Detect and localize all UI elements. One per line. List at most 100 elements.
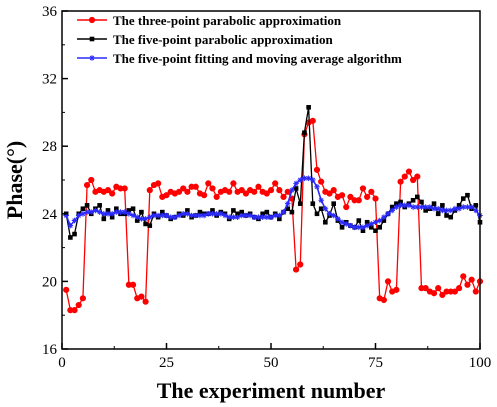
data-point	[331, 201, 336, 206]
data-point	[297, 261, 304, 268]
data-point	[201, 192, 208, 199]
data-point	[163, 192, 170, 199]
data-point	[231, 208, 236, 213]
data-point	[71, 307, 78, 314]
data-point	[213, 211, 220, 217]
data-point	[180, 211, 187, 217]
data-point	[372, 219, 379, 226]
data-point	[401, 173, 408, 180]
legend-label: The five-point fitting and moving averag…	[113, 51, 402, 66]
data-point	[88, 209, 95, 215]
data-point	[238, 212, 245, 219]
data-point	[364, 193, 371, 200]
data-point	[142, 298, 149, 305]
data-point	[197, 212, 203, 219]
data-point	[473, 203, 479, 208]
data-point	[259, 214, 266, 220]
data-point	[393, 286, 400, 293]
data-point	[423, 208, 428, 213]
data-point	[109, 214, 115, 220]
data-point	[113, 209, 120, 215]
data-point	[435, 285, 442, 292]
data-point	[226, 214, 232, 220]
data-point	[84, 203, 90, 208]
data-point	[213, 193, 220, 200]
data-point	[326, 190, 333, 197]
data-point	[201, 212, 207, 219]
data-point	[389, 207, 396, 214]
data-point	[126, 211, 132, 217]
data-point	[147, 223, 153, 228]
data-point	[302, 130, 307, 135]
data-point	[175, 188, 183, 195]
data-point	[263, 190, 270, 197]
data-point	[218, 211, 224, 217]
data-point	[380, 296, 387, 304]
data-point	[397, 178, 404, 185]
data-point	[422, 285, 429, 292]
data-point	[309, 117, 316, 124]
y-tick-label: 28	[42, 139, 57, 155]
data-point	[121, 185, 128, 192]
data-point	[464, 204, 471, 210]
data-point	[205, 180, 212, 187]
data-point	[239, 209, 245, 215]
y-tick-label: 20	[42, 274, 57, 290]
data-point	[323, 219, 328, 225]
data-point	[226, 188, 233, 195]
data-point	[234, 214, 241, 220]
data-point	[121, 209, 128, 215]
data-point	[72, 231, 77, 237]
data-point	[230, 180, 237, 187]
data-point	[105, 211, 111, 217]
data-point	[155, 212, 161, 219]
data-point	[314, 183, 320, 190]
data-point	[210, 208, 215, 213]
legend-marker	[88, 16, 96, 24]
y-tick-label: 32	[42, 72, 57, 88]
data-point	[230, 214, 237, 220]
data-point	[443, 207, 450, 214]
data-point	[101, 216, 107, 222]
data-point	[267, 187, 275, 194]
data-point	[80, 206, 86, 212]
data-point	[71, 217, 78, 224]
data-point	[272, 212, 278, 219]
data-point	[460, 204, 467, 210]
data-point	[192, 212, 199, 219]
series-line	[65, 177, 481, 229]
data-point	[405, 168, 413, 175]
data-point	[176, 212, 182, 219]
x-tick-label: 75	[368, 355, 383, 371]
data-point	[410, 197, 416, 203]
data-point	[410, 176, 417, 184]
data-point	[427, 204, 433, 210]
data-point	[276, 212, 283, 219]
data-point	[79, 295, 87, 302]
data-point	[335, 216, 341, 222]
data-point	[347, 193, 354, 200]
data-point	[104, 187, 112, 194]
data-point	[280, 209, 287, 215]
data-point	[134, 214, 141, 220]
data-point	[451, 288, 459, 295]
data-point	[360, 228, 366, 233]
data-point	[197, 209, 203, 215]
data-point	[326, 211, 333, 217]
data-point	[188, 212, 195, 219]
data-point	[251, 188, 258, 195]
data-point	[355, 224, 362, 231]
data-point	[414, 204, 421, 210]
data-point	[435, 205, 441, 212]
data-point	[414, 173, 421, 180]
data-point	[117, 209, 124, 215]
data-point	[419, 199, 424, 205]
data-point	[280, 193, 287, 200]
data-point	[138, 293, 145, 300]
data-point	[314, 211, 320, 217]
data-point	[151, 212, 157, 219]
data-point	[293, 180, 299, 187]
data-point	[185, 208, 190, 213]
data-point	[440, 203, 445, 208]
x-tick-label: 100	[469, 355, 492, 371]
